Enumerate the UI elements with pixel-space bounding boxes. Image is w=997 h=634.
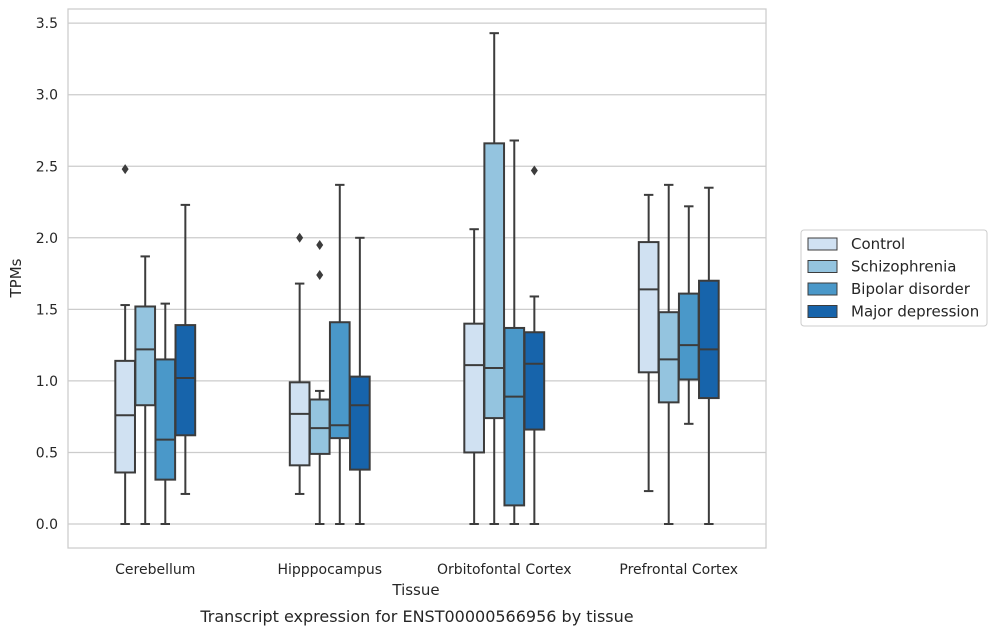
box	[154, 358, 177, 481]
y-axis-label: TPMs	[7, 258, 25, 298]
outlier-point	[530, 165, 538, 176]
box-group	[503, 139, 526, 525]
legend: Control Schizophrenia Bipolar disorder Majo…	[800, 229, 988, 327]
legend-frame	[800, 229, 988, 327]
box-group	[698, 186, 720, 525]
box-group	[174, 203, 197, 495]
box	[523, 331, 546, 431]
box	[637, 241, 660, 374]
y-tick-label: 0.5	[36, 445, 58, 461]
legend-label: Major depression	[851, 303, 979, 321]
box	[114, 359, 136, 474]
y-tick-label: 3.5	[36, 16, 58, 32]
chart-caption: Transcript expression for ENST0000056695…	[199, 607, 633, 626]
box-group	[657, 183, 680, 525]
outlier-point	[296, 232, 304, 243]
box	[698, 279, 720, 400]
y-tick-label: 1.0	[36, 374, 58, 390]
box-groups	[114, 32, 720, 525]
legend-swatch	[807, 282, 838, 296]
y-tick-label: 2.0	[36, 231, 58, 247]
x-tick-label: Cerebellum	[115, 562, 195, 578]
x-tick-label: Hipppocampus	[277, 562, 382, 578]
box	[483, 142, 506, 420]
box	[657, 311, 680, 404]
plot-frame	[67, 8, 767, 549]
legend-label: Control	[851, 235, 905, 253]
y-tick-label: 1.5	[36, 302, 58, 318]
x-tick-label: Prefrontal Cortex	[619, 562, 738, 578]
y-tick-labels: 0.0 0.5 1.0 1.5 2.0 2.5 3.0 3.5	[36, 16, 58, 533]
box	[288, 381, 311, 467]
x-axis-label: Tissue	[391, 581, 439, 599]
box	[308, 398, 331, 455]
y-tick-label: 0.0	[36, 517, 58, 533]
y-tick-label: 3.0	[36, 88, 58, 104]
legend-label: Schizophrenia	[851, 258, 956, 276]
outlier-point	[316, 270, 324, 281]
x-tick-labels: Cerebellum Hipppocampus Orbitofontal Corte…	[115, 562, 738, 578]
box-group	[523, 165, 546, 525]
box-group	[134, 255, 157, 525]
box	[677, 292, 700, 381]
legend-swatch	[807, 260, 838, 273]
box-group	[637, 193, 660, 493]
box	[349, 375, 371, 471]
box-group	[114, 164, 136, 525]
legend-label: Bipolar disorder	[851, 280, 971, 298]
box-group	[463, 228, 485, 525]
box-group	[677, 205, 700, 425]
box	[328, 321, 351, 440]
box-group	[483, 32, 506, 525]
box	[174, 324, 197, 437]
box	[463, 322, 485, 454]
box-group	[349, 236, 371, 525]
box-group	[154, 302, 177, 525]
x-tick-label: Orbitofontal Cortex	[437, 562, 572, 578]
outlier-point	[316, 239, 324, 250]
legend-swatch	[807, 305, 838, 318]
box	[134, 305, 157, 407]
box	[503, 326, 526, 507]
legend-swatch	[807, 237, 838, 251]
y-tick-label: 2.5	[36, 159, 58, 175]
outlier-point	[121, 164, 129, 175]
